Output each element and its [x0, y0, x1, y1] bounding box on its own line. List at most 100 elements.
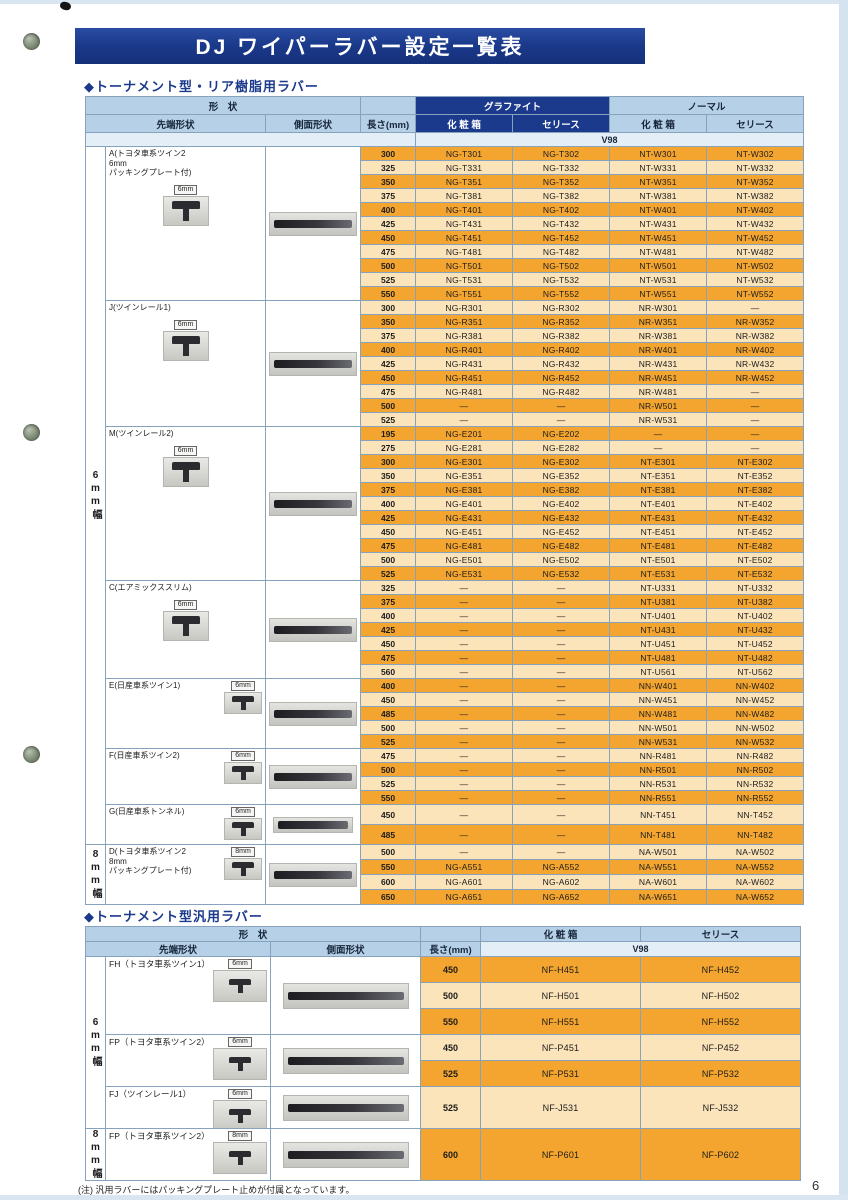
part-number: NN-R551	[609, 790, 708, 805]
side-shape-cell	[264, 678, 362, 749]
length-value: 400	[360, 608, 417, 623]
part-number: NG-A601	[415, 874, 514, 890]
part-number: NF-P602	[640, 1128, 802, 1181]
table-row: 450— — NN-W451 NN-W452	[86, 692, 805, 707]
table-row: 475 NG-T481 NG-T482 NT-W481 NT-W482	[86, 244, 805, 259]
part-number: NN-T452	[706, 804, 805, 825]
part-number: NG-E281	[415, 440, 514, 455]
part-number: NG-E402	[512, 496, 611, 511]
length-value: 300	[360, 146, 417, 161]
table-row: G(日産車系トンネル) 6mm 450— — NN-T451 NN-T452	[86, 804, 805, 845]
group-name: E(日産車系ツイン1)	[109, 681, 181, 690]
part-number: NA-W502	[706, 844, 805, 860]
length-value: 500	[360, 552, 417, 567]
length-value: 600	[420, 1128, 482, 1181]
length-value: 550	[420, 1008, 482, 1035]
part-number: NG-T551	[415, 286, 514, 301]
part-number: NG-R352	[512, 314, 611, 329]
side-profile-image	[269, 617, 358, 642]
tip-shape-header: 先端形状	[85, 941, 271, 957]
length-value: 350	[360, 314, 417, 329]
part-number: —	[609, 440, 708, 455]
table-row: 485— — NN-T481 NN-T482	[86, 824, 805, 845]
part-number: NT-W552	[706, 286, 805, 301]
part-number: NN-R552	[706, 790, 805, 805]
part-number: NT-E402	[706, 496, 805, 511]
part-number: —	[512, 734, 611, 749]
side-profile-image	[282, 1047, 409, 1074]
part-number: NG-T482	[512, 244, 611, 259]
tip-shape-header: 先端形状	[85, 114, 266, 133]
length-value: 550	[360, 790, 417, 805]
part-number: NA-W651	[609, 889, 708, 905]
part-number: NG-T301	[415, 146, 514, 161]
part-number: NT-E482	[706, 538, 805, 553]
group-name: FH（トヨタ車系ツイン1）	[109, 959, 211, 969]
part-number: —	[415, 692, 514, 707]
part-number: —	[415, 844, 514, 860]
graphite-box-header: 化 粧 箱	[415, 114, 514, 133]
part-number: NG-A651	[415, 889, 514, 905]
page-title: DJ ワイパーラバー設定一覧表	[75, 28, 645, 64]
side-profile-image	[282, 1141, 409, 1168]
part-number: NG-E432	[512, 510, 611, 525]
part-number: NR-W381	[609, 328, 708, 343]
length-value: 450	[360, 804, 417, 825]
part-number: NG-T431	[415, 216, 514, 231]
part-number: NG-R401	[415, 342, 514, 357]
binder-hole	[23, 424, 40, 441]
part-number: —	[512, 664, 611, 679]
part-number: NT-U381	[609, 594, 708, 609]
part-number: —	[706, 426, 805, 441]
part-number: NG-R452	[512, 370, 611, 385]
series-header: セリース	[640, 926, 802, 942]
tip-profile-image: 6mm	[213, 1037, 267, 1080]
part-number: NF-P601	[480, 1128, 642, 1181]
length-value: 300	[360, 454, 417, 469]
part-number: —	[512, 762, 611, 777]
part-number: NG-T302	[512, 146, 611, 161]
part-number: NT-W551	[609, 286, 708, 301]
part-number: NT-W382	[706, 188, 805, 203]
side-shape-cell	[269, 1086, 422, 1129]
part-number: NT-U452	[706, 636, 805, 651]
tip-dimension-label: 6mm	[231, 751, 255, 761]
table-row: 550 NF-H551 NF-H552	[86, 1008, 802, 1035]
section-heading-general: ◆トーナメント型汎用ラバー	[84, 909, 263, 924]
part-number: NA-W501	[609, 844, 708, 860]
tip-dimension-label: 6mm	[228, 959, 252, 969]
part-number: NG-E531	[415, 566, 514, 581]
table-row: 500 NF-H501 NF-H502	[86, 982, 802, 1009]
part-number: —	[706, 300, 805, 315]
part-number: NG-R431	[415, 356, 514, 371]
length-value: 450	[420, 1034, 482, 1061]
width-band-label: 8mm幅	[85, 844, 106, 905]
part-number: NT-E301	[609, 454, 708, 469]
tip-profile-image: 6mm	[109, 184, 262, 226]
tip-shape-cell: E(日産車系ツイン1) 6mm	[105, 678, 266, 749]
part-number: NG-E502	[512, 552, 611, 567]
part-number: NG-E302	[512, 454, 611, 469]
length-value: 485	[360, 824, 417, 845]
part-number: NT-W301	[609, 146, 708, 161]
group-name: J(ツインレール1)	[109, 303, 171, 312]
side-profile-image	[269, 351, 358, 376]
side-profile-image	[273, 816, 354, 833]
part-number: —	[415, 622, 514, 637]
tip-profile-image: 8mm	[213, 1131, 267, 1174]
tip-shape-cell: G(日産車系トンネル) 6mm	[105, 804, 266, 845]
length-value: 475	[360, 384, 417, 399]
part-number: —	[512, 720, 611, 735]
part-number: —	[415, 734, 514, 749]
part-number: NF-H552	[640, 1008, 802, 1035]
side-profile-image	[282, 1094, 409, 1121]
part-number: —	[512, 706, 611, 721]
part-number: —	[415, 804, 514, 825]
part-number: NF-P531	[480, 1060, 642, 1087]
scan-edge-right	[839, 0, 848, 1200]
normal-header: ノーマル	[609, 96, 805, 115]
normal-series-header: セリース	[706, 114, 805, 133]
tip-shape-cell: FP（トヨタ車系ツイン2） 8mm	[105, 1128, 271, 1181]
part-number: NT-E451	[609, 524, 708, 539]
part-number: NT-U562	[706, 664, 805, 679]
